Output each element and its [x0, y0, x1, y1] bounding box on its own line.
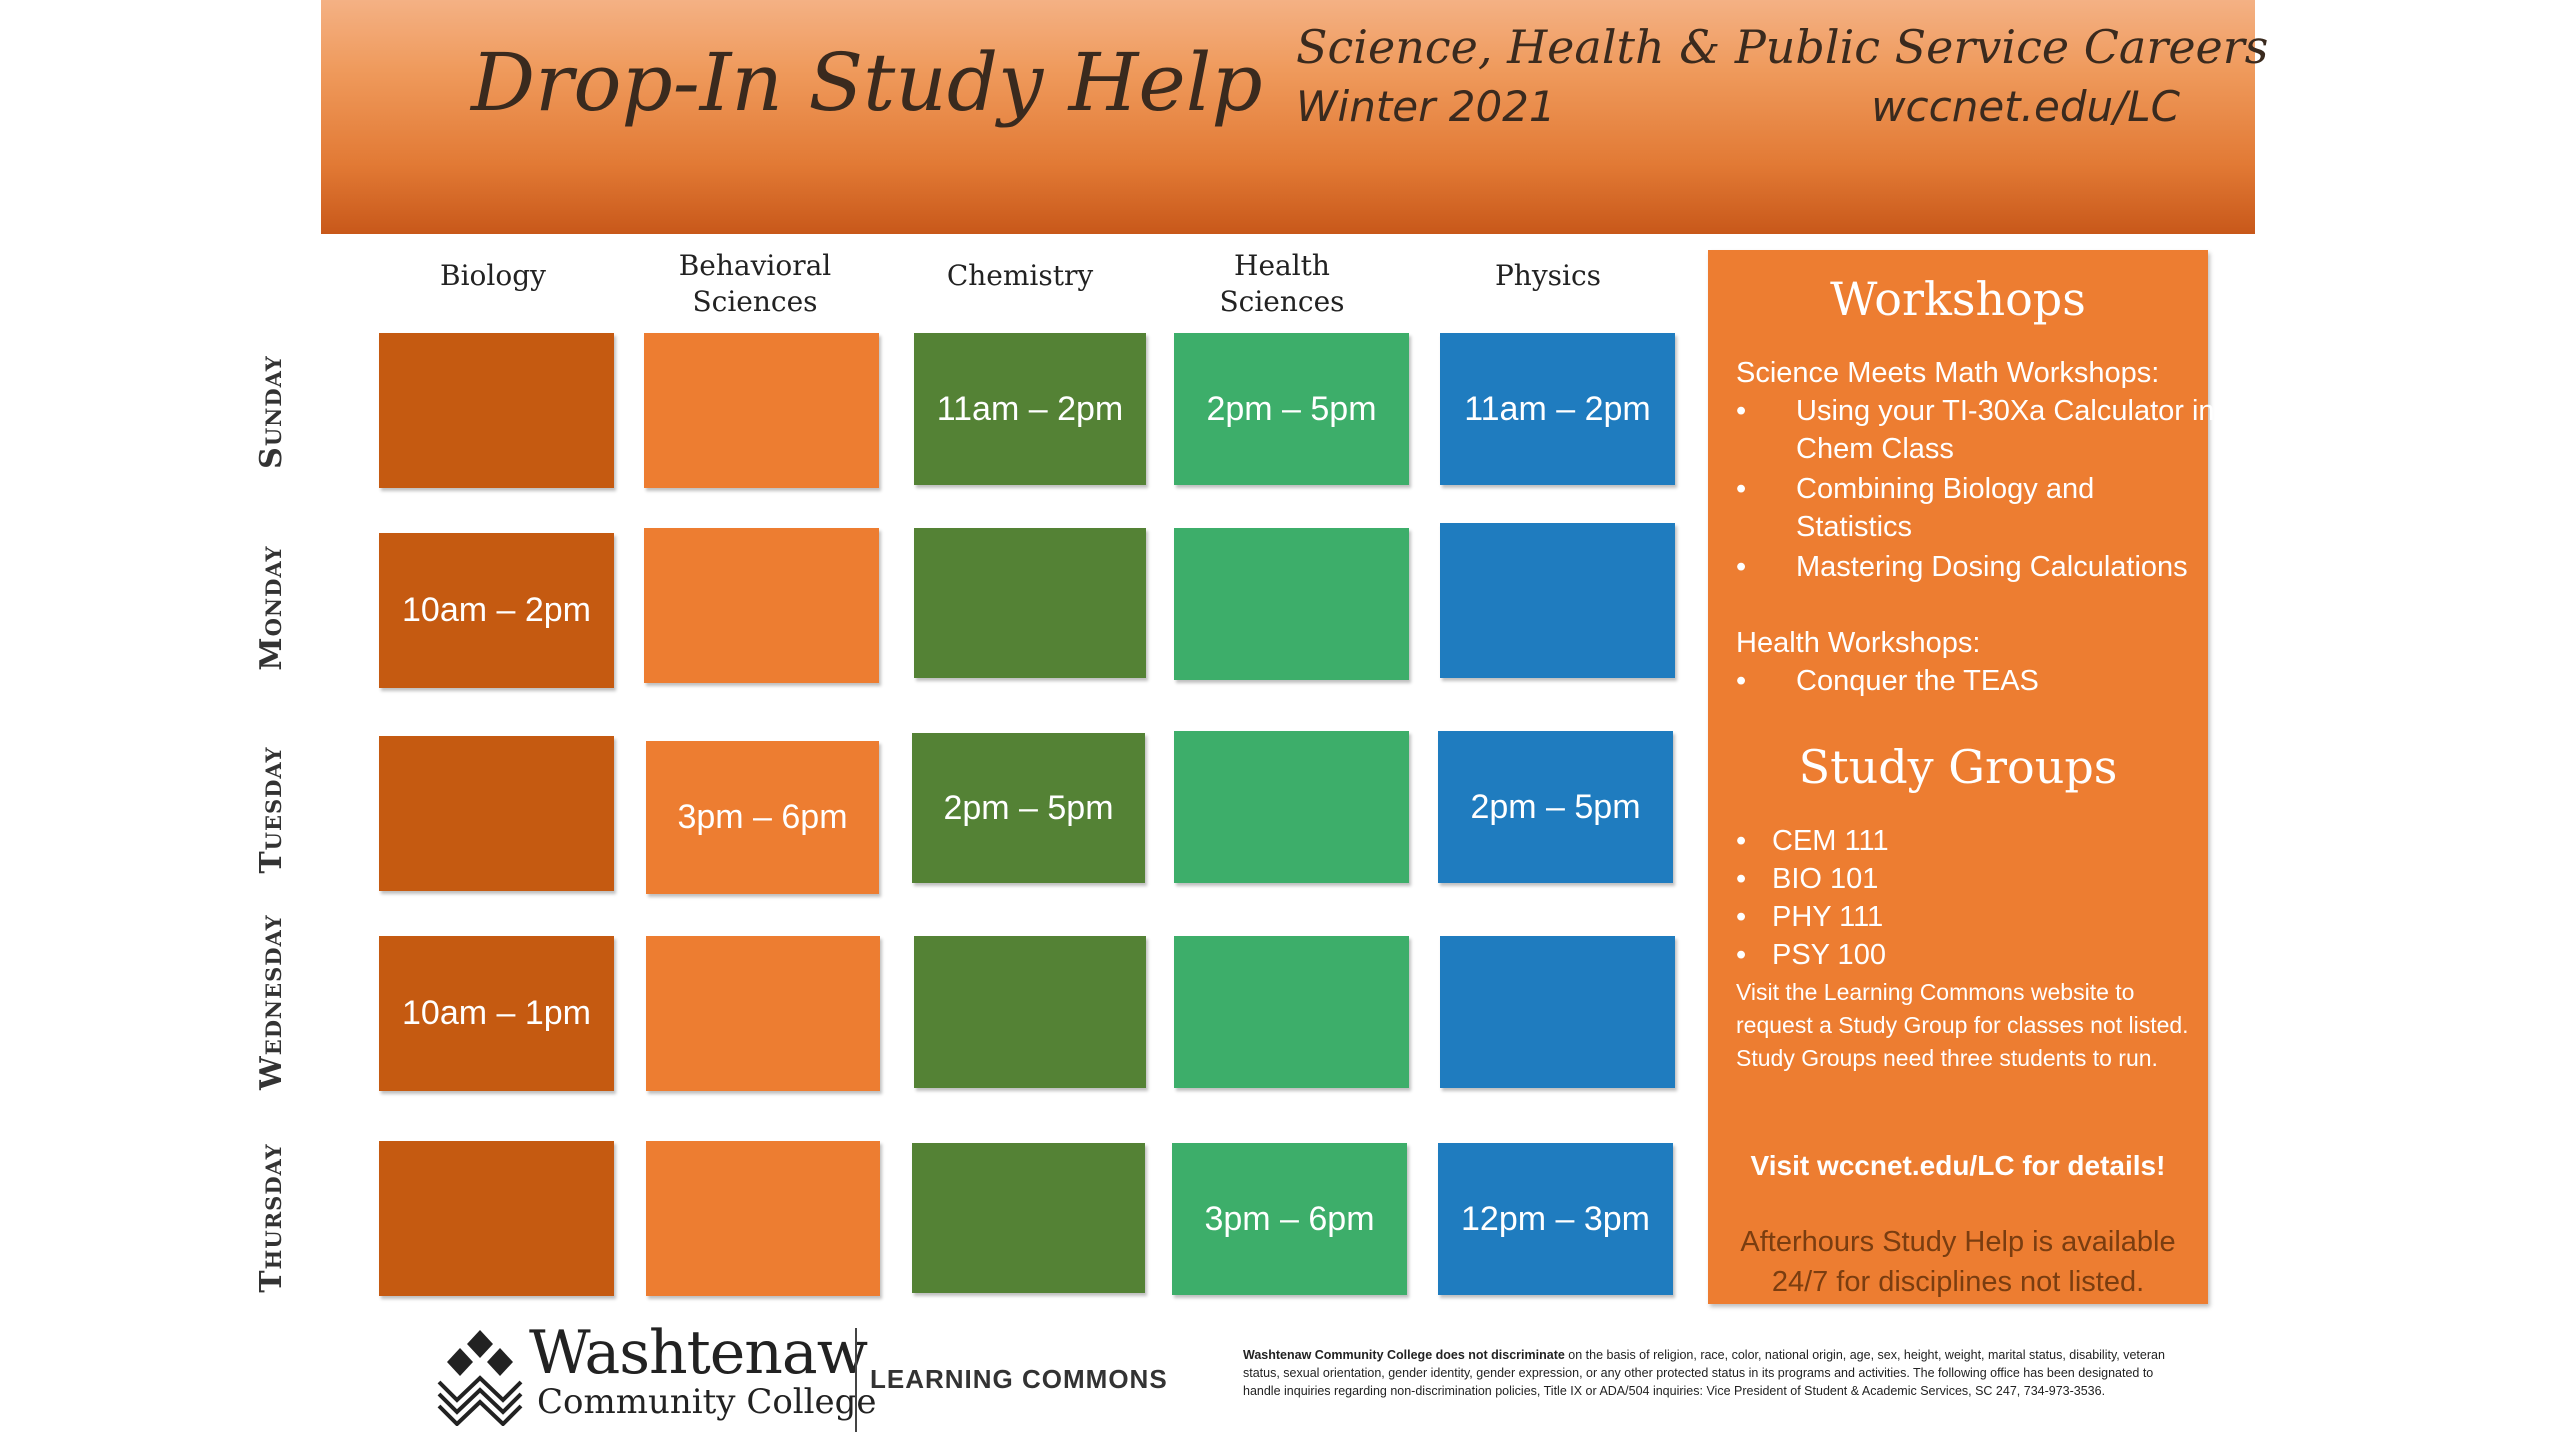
- college-logo-icon: [437, 1330, 523, 1427]
- afterhours-text: 24/7 for disciplines not listed.: [1771, 1266, 2145, 1298]
- cell-wednesday-health: [1174, 936, 1409, 1088]
- college-subname: Community College: [537, 1382, 877, 1422]
- cell-sunday-biology: [379, 333, 614, 488]
- cell-tuesday-biology: [379, 736, 614, 891]
- cell-sunday-health: 2pm – 5pm: [1174, 333, 1409, 485]
- day-label-tuesday: Tuesday: [254, 746, 289, 874]
- study-group-note: Study Groups need three students to run.: [1736, 1045, 2158, 1071]
- cell-tuesday-chemistry: 2pm – 5pm: [912, 733, 1145, 883]
- cell-thursday-behavioral: [646, 1141, 880, 1296]
- cell-monday-physics: [1440, 523, 1675, 678]
- cell-wednesday-physics: [1440, 936, 1675, 1088]
- cell-thursday-physics: 12pm – 3pm: [1438, 1143, 1673, 1295]
- cell-thursday-health: 3pm – 6pm: [1172, 1143, 1407, 1295]
- cell-tuesday-behavioral: 3pm – 6pm: [646, 741, 879, 894]
- column-header-biology: Biology: [440, 259, 546, 292]
- cell-monday-health: [1174, 528, 1409, 680]
- study-group-note: Visit the Learning Commons website to: [1736, 979, 2135, 1005]
- study-group-note: request a Study Group for classes not li…: [1736, 1012, 2189, 1038]
- header-site: wccnet.edu/LC: [1871, 82, 2180, 131]
- cell-monday-chemistry: [914, 528, 1146, 678]
- page-title: Drop-In Study Help: [471, 36, 1263, 129]
- column-header-physics: Physics: [1494, 259, 1602, 292]
- cell-sunday-behavioral: [644, 333, 879, 488]
- college-name: Washtenaw: [529, 1318, 868, 1388]
- cell-sunday-physics: 11am – 2pm: [1440, 333, 1675, 485]
- cell-wednesday-biology: 10am – 1pm: [379, 936, 614, 1091]
- footer-divider: [855, 1328, 857, 1432]
- cell-wednesday-behavioral: [646, 936, 880, 1091]
- day-label-thursday: Thursday: [254, 1143, 289, 1293]
- day-label-wednesday: Wednesday: [254, 914, 289, 1090]
- cell-monday-behavioral: [644, 528, 879, 683]
- column-header-behavioral: Behavioral Sciences: [678, 249, 832, 318]
- cell-sunday-chemistry: 11am – 2pm: [914, 333, 1146, 485]
- college-logo: Washtenaw Community College: [435, 1318, 877, 1431]
- nondiscrimination-notice: Washtenaw Community College does not dis…: [1243, 1348, 2165, 1398]
- cell-thursday-biology: [379, 1141, 614, 1296]
- info-panel: Workshops Science Meets Math Workshops: …: [1708, 250, 2215, 1304]
- afterhours-text: Afterhours Study Help is available: [1740, 1226, 2176, 1258]
- header-term: Winter 2021: [1296, 82, 1556, 131]
- column-header-health: Health Sciences: [1219, 249, 1345, 318]
- cell-thursday-chemistry: [912, 1143, 1145, 1293]
- header-subtitle: Science, Health & Public Service Careers: [1296, 20, 2269, 74]
- learning-commons-label: LEARNING COMMONS: [870, 1364, 1168, 1394]
- study-groups-heading: Study Groups: [1798, 740, 2118, 794]
- header-banner: Drop-In Study Help Science, Health & Pub…: [321, 0, 2268, 234]
- science-math-label: Science Meets Math Workshops:: [1736, 357, 2160, 389]
- cell-wednesday-chemistry: [914, 936, 1146, 1088]
- column-header-chemistry: Chemistry: [946, 259, 1094, 292]
- cell-tuesday-health: [1174, 731, 1409, 883]
- day-label-monday: Monday: [254, 545, 289, 671]
- visit-link[interactable]: Visit wccnet.edu/LC for details!: [1750, 1150, 2166, 1181]
- day-label-sunday: Sunday: [254, 355, 289, 469]
- health-workshops-label: Health Workshops:: [1736, 627, 1981, 659]
- workshops-heading: Workshops: [1830, 272, 2086, 326]
- cell-tuesday-physics: 2pm – 5pm: [1438, 731, 1673, 883]
- cell-monday-biology: 10am – 2pm: [379, 533, 614, 688]
